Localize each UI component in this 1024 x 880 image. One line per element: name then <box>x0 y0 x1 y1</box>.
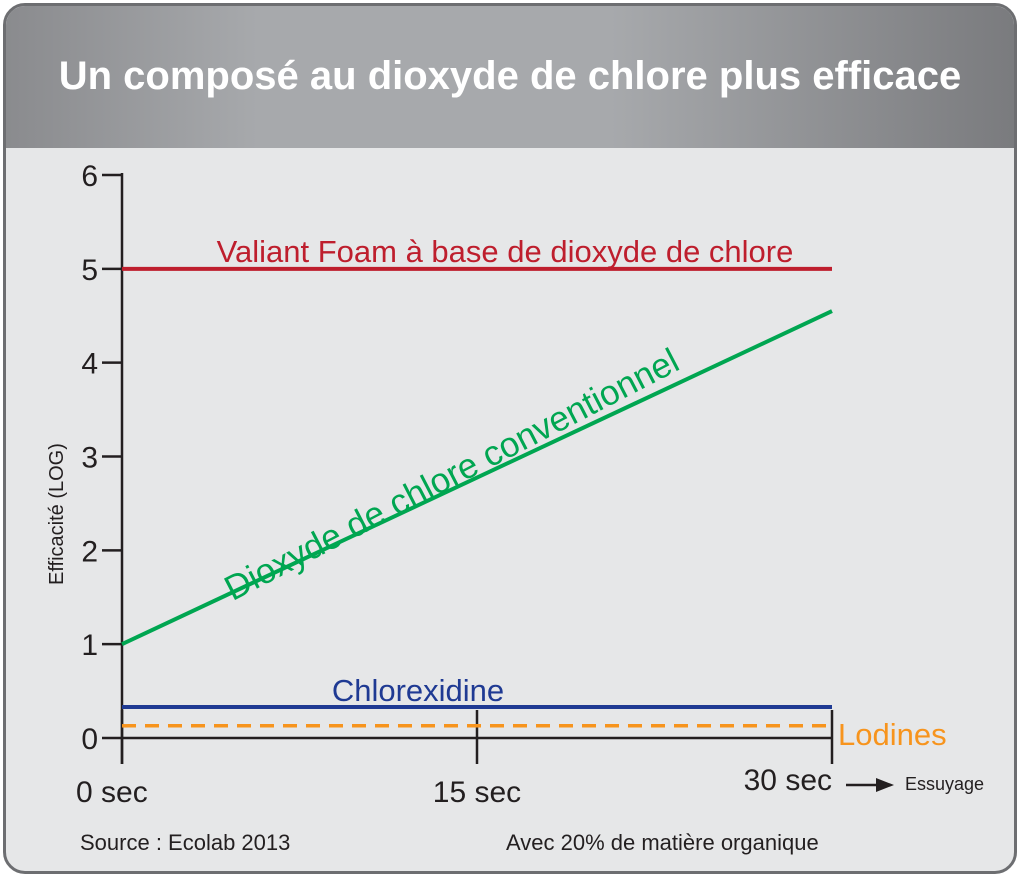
lodines-label: Lodines <box>838 717 947 752</box>
chlorexidine-label: Chlorexidine <box>332 673 504 708</box>
x-axis-label: Essuyage <box>905 774 984 794</box>
chart-title: Un composé au dioxyde de chlore plus eff… <box>58 54 962 98</box>
conventional-label: Dioxyde de chlore conventionnel <box>218 341 685 608</box>
y-tick-label-4: 4 <box>81 348 98 381</box>
y-axis-label: Efficacité (LOG) <box>46 443 68 585</box>
title-banner: Un composé au dioxyde de chlore plus eff… <box>6 6 1014 148</box>
chart-frame: Un composé au dioxyde de chlore plus eff… <box>3 3 1017 874</box>
y-tick-label-5: 5 <box>81 254 98 287</box>
x-tick-label-0: 0 sec <box>76 776 148 809</box>
x-tick-label-30: 30 sec <box>744 764 832 797</box>
y-tick-label-1: 1 <box>81 629 98 662</box>
y-tick-label-0: 0 <box>81 723 98 756</box>
x-tick-label-15: 15 sec <box>433 776 521 809</box>
y-tick-label-2: 2 <box>81 535 98 568</box>
organic-matter-note: Avec 20% de matière organique <box>506 830 819 855</box>
y-tick-label-6: 6 <box>81 160 98 193</box>
valiant-foam-label: Valiant Foam à base de dioxyde de chlore <box>217 234 794 269</box>
y-tick-label-3: 3 <box>81 442 98 475</box>
conventional-line <box>121 309 833 646</box>
essuyage-arrow-head <box>876 778 894 792</box>
source-note: Source : Ecolab 2013 <box>80 830 291 855</box>
